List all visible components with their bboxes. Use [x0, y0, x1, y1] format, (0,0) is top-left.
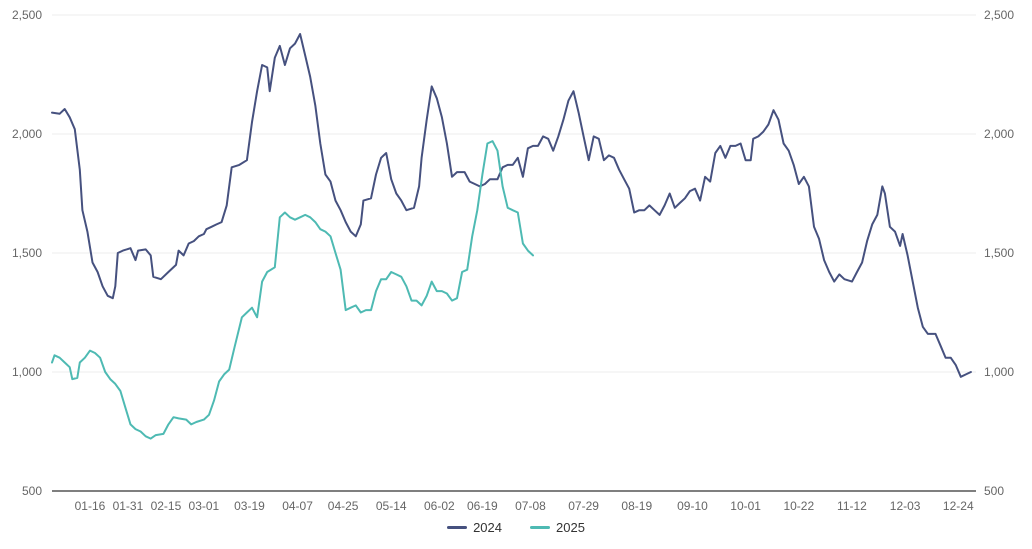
- legend-label-2025: 2025: [556, 520, 585, 535]
- x-tick-label: 10-01: [730, 499, 761, 513]
- series-lines: [51, 33, 972, 440]
- y-tick-label-left: 500: [22, 484, 42, 498]
- y-tick-label-left: 2,000: [12, 127, 42, 141]
- x-tick-label: 08-19: [621, 499, 652, 513]
- x-tick-label: 06-02: [424, 499, 455, 513]
- legend-label-2024: 2024: [473, 520, 502, 535]
- x-tick-label: 02-15: [151, 499, 182, 513]
- x-tick-label: 10-22: [783, 499, 814, 513]
- legend-item-2025[interactable]: 2025: [530, 520, 585, 535]
- legend: 2024 2025: [0, 520, 1032, 535]
- y-tick-label-right: 2,000: [984, 127, 1014, 141]
- x-tick-label: 01-31: [113, 499, 144, 513]
- x-tick-label: 12-24: [943, 499, 974, 513]
- y-axis-right: 500 1,000 1,500 2,000 2,500: [984, 8, 1014, 498]
- y-tick-label-left: 1,000: [12, 365, 42, 379]
- y-tick-label-right: 1,500: [984, 246, 1014, 260]
- x-tick-label: 04-07: [282, 499, 313, 513]
- x-tick-label: 03-19: [234, 499, 265, 513]
- grid-lines: [52, 14, 976, 492]
- x-tick-label: 11-12: [837, 499, 867, 513]
- series-line-2025: [51, 140, 534, 440]
- x-tick-label: 03-01: [189, 499, 220, 513]
- legend-item-2024[interactable]: 2024: [447, 520, 502, 535]
- x-tick-label: 07-29: [568, 499, 599, 513]
- y-tick-label-right: 500: [984, 484, 1004, 498]
- legend-swatch-2025: [530, 526, 550, 529]
- x-tick-label: 07-08: [515, 499, 546, 513]
- x-tick-label: 04-25: [328, 499, 359, 513]
- y-tick-label-right: 2,500: [984, 8, 1014, 22]
- series-line-2024: [51, 33, 972, 378]
- x-axis: 01-16 01-31 02-15 03-01 03-19 04-07 04-25 05-14…: [75, 499, 974, 513]
- y-tick-label-left: 1,500: [12, 246, 42, 260]
- legend-swatch-2024: [447, 526, 468, 529]
- x-tick-label: 12-03: [890, 499, 921, 513]
- x-tick-label: 09-10: [677, 499, 708, 513]
- y-tick-label-right: 1,000: [984, 365, 1014, 379]
- x-tick-label: 05-14: [376, 499, 407, 513]
- y-tick-label-left: 2,500: [12, 8, 42, 22]
- x-tick-label: 01-16: [75, 499, 106, 513]
- x-tick-label: 06-19: [467, 499, 498, 513]
- y-axis-left: 500 1,000 1,500 2,000 2,500: [12, 8, 42, 498]
